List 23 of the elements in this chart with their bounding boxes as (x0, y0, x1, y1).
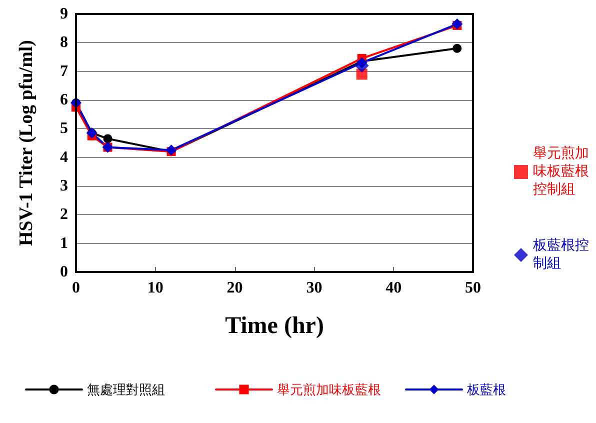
y-tick-label: 4 (60, 148, 68, 166)
y-tick-label: 0 (60, 264, 68, 280)
legend-label: 舉元煎加味板藍根 (277, 382, 381, 397)
legend-label: 板藍根 (466, 382, 506, 397)
x-tick-label: 50 (465, 280, 481, 296)
y-tick-label: 1 (60, 234, 68, 252)
x-axis-title: Time (hr) (225, 313, 324, 339)
y-tick-label: 6 (60, 92, 68, 108)
x-tick-label: 20 (226, 280, 243, 296)
y-tick-label: 8 (60, 34, 68, 52)
y-tick-label: 3 (60, 178, 68, 194)
legend-label: 無處理對照組 (87, 382, 165, 397)
y-tick-label: 9 (60, 6, 68, 22)
y-tick-label: 7 (60, 62, 68, 80)
x-tick-label: 10 (147, 280, 164, 296)
x-tick-label: 30 (306, 280, 322, 296)
x-tick-label: 0 (72, 280, 80, 296)
y-axis-title: HSV-1 Titer (Log pfu/ml) (16, 40, 37, 246)
y-tick-label: 2 (60, 206, 68, 224)
y-tick-label: 5 (60, 120, 68, 138)
legend-label: 舉元煎加味板藍根控制組 (533, 146, 589, 198)
legend-label: 板藍根控制組 (532, 238, 589, 272)
x-tick-label: 40 (386, 280, 402, 296)
